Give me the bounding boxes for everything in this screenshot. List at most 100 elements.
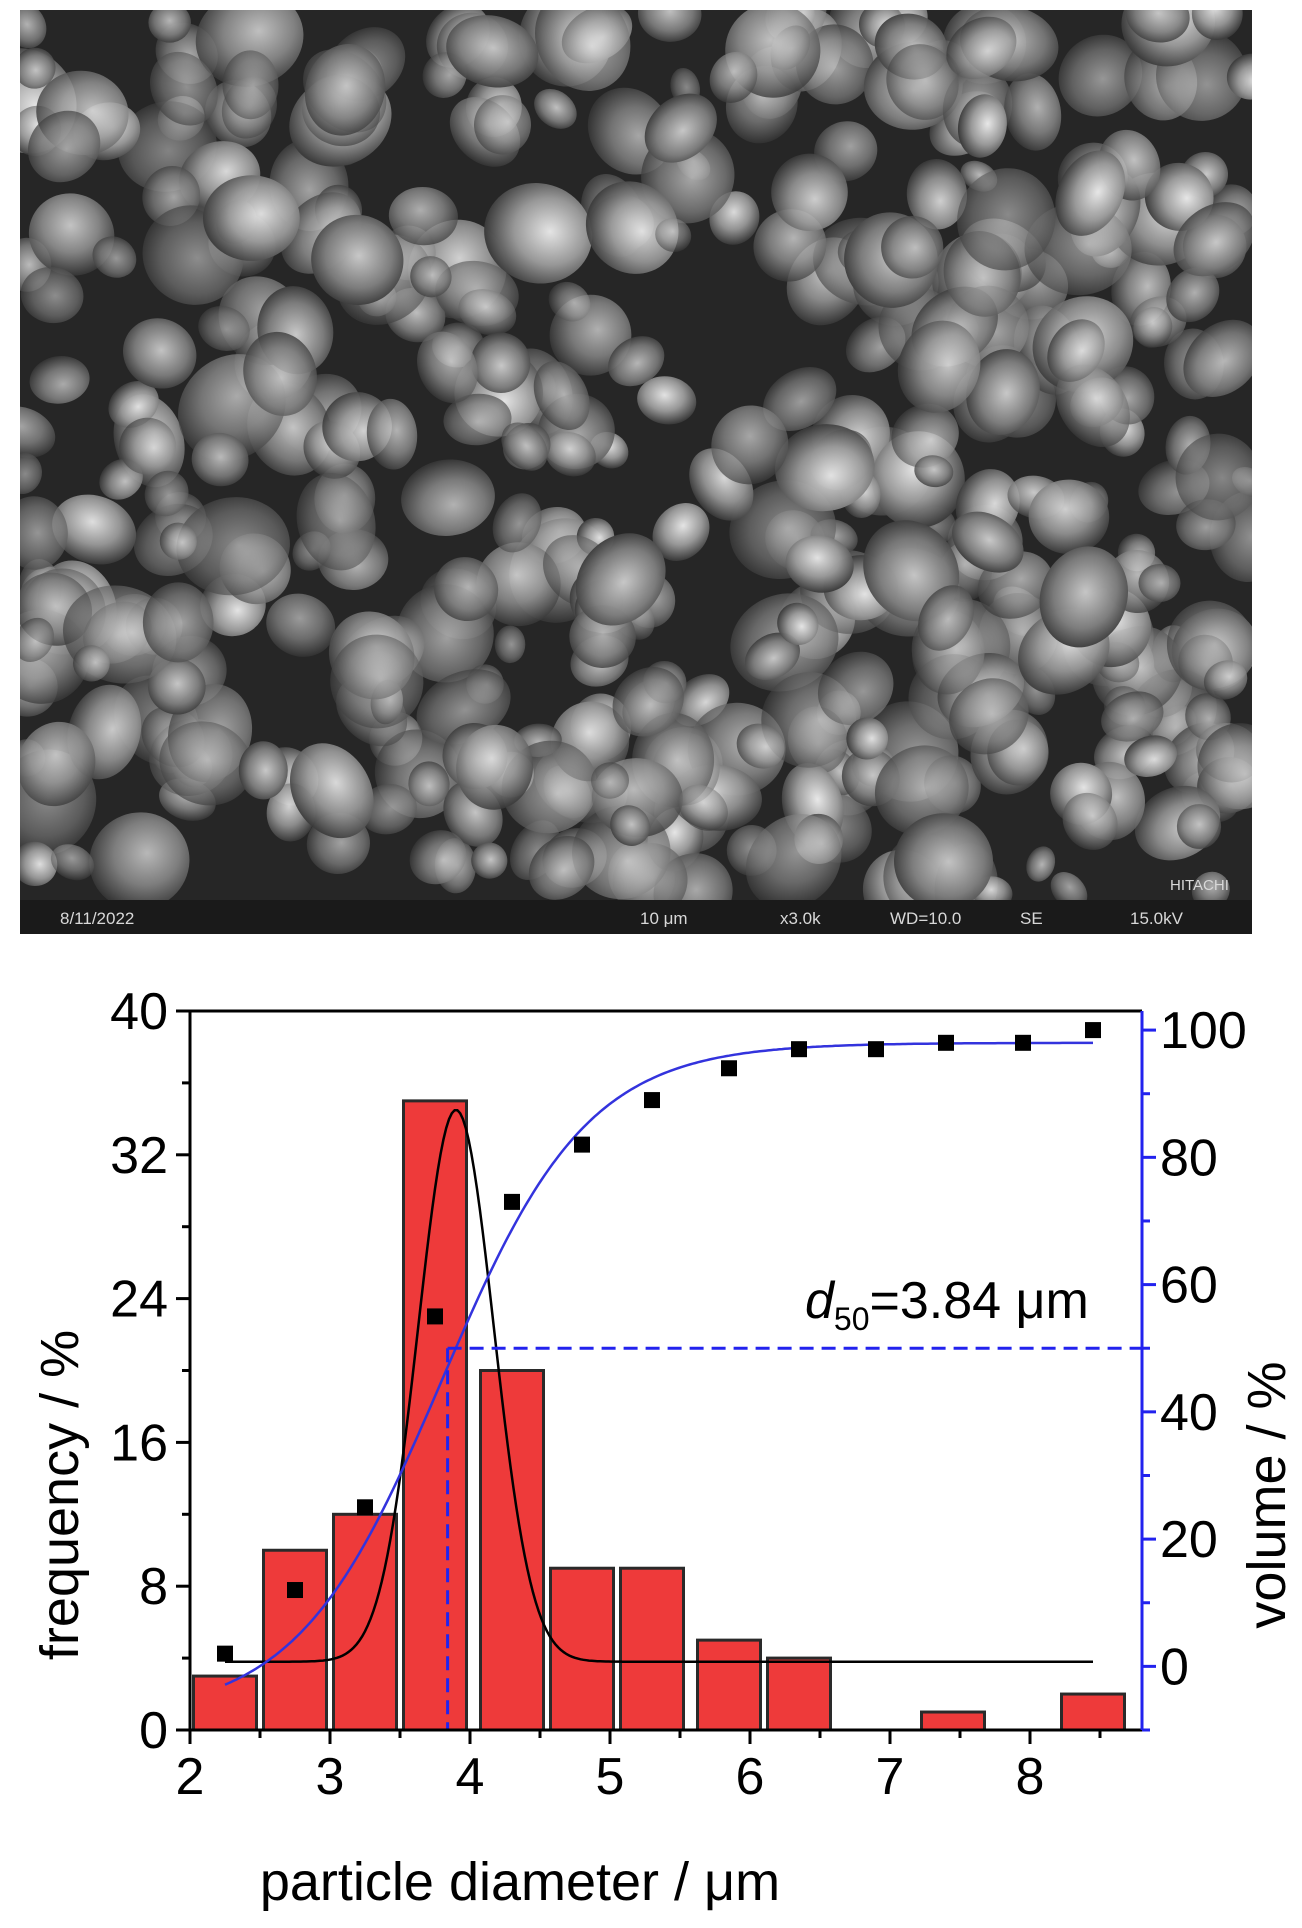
d50-value: =3.84 μm [870, 1272, 1089, 1330]
sem-particle [1176, 804, 1222, 849]
sem-particle [1047, 319, 1105, 382]
sem-particle [456, 724, 534, 810]
sem-particle [195, 10, 304, 87]
sem-particle [957, 94, 1007, 158]
y-tick-label: 32 [110, 1127, 168, 1185]
sem-particle [533, 361, 590, 431]
sem-particle [20, 406, 56, 458]
sem-particle [1175, 433, 1252, 521]
x-axis-label: particle diameter / μm [260, 1852, 780, 1912]
sem-particle [484, 183, 593, 284]
y-tick-label: 8 [139, 1558, 168, 1616]
sem-particle [458, 289, 517, 336]
sem-particle [881, 215, 944, 279]
sem-particle [906, 159, 968, 230]
sem-particle [443, 393, 512, 446]
points-layer [217, 1022, 1101, 1662]
sem-scale: 10 μm [640, 909, 688, 928]
y-axis-right-label: volume / % [1237, 1361, 1297, 1628]
sem-particle [946, 16, 1017, 80]
cumulative-point [287, 1582, 303, 1599]
sem-particle [494, 625, 526, 664]
sem-particle [20, 452, 42, 495]
sem-particle [612, 667, 684, 737]
sem-particle [122, 318, 197, 389]
sem-particle [891, 403, 959, 468]
sem-particle [159, 522, 197, 560]
sem-particle [198, 305, 250, 352]
sem-particle [366, 398, 418, 470]
y-right-tick-label: 100 [1160, 1002, 1247, 1060]
x-tick-label: 6 [736, 1748, 765, 1806]
sem-particle [202, 175, 300, 261]
y-right-tick-label: 40 [1160, 1384, 1218, 1442]
sem-particle [149, 51, 218, 126]
sem-particle [296, 473, 376, 571]
sem-brand: HITACHI [1170, 877, 1229, 894]
sem-particle [304, 44, 386, 136]
sem-micrograph: 8/11/2022 10 μm x3.0k WD=10.0 SE 15.0kV … [20, 10, 1252, 934]
sem-particle [73, 645, 110, 682]
sem-particle [736, 723, 785, 769]
sem-particle [20, 721, 96, 807]
sem-particle [817, 651, 894, 726]
sem-particle [952, 511, 1024, 573]
sem-particle [1226, 53, 1252, 100]
sem-particle [745, 814, 842, 910]
sem-particle [311, 214, 404, 305]
sem-particle [222, 50, 279, 120]
sem-particle [846, 717, 889, 760]
sem-particle [176, 497, 290, 596]
annotation-layer: d50=3.84 μm [805, 1272, 1089, 1337]
sem-particle [159, 721, 253, 806]
sem-image: 8/11/2022 10 μm x3.0k WD=10.0 SE 15.0kV … [20, 10, 1252, 934]
sem-particle [20, 496, 68, 570]
sem-particle [777, 602, 819, 645]
sem-particle [147, 658, 206, 715]
sem-particle [52, 494, 137, 565]
histogram-bar [402, 1099, 468, 1732]
sem-particle [27, 110, 101, 183]
sem-particle [470, 332, 531, 393]
y-tick-label: 24 [110, 1271, 168, 1329]
y-tick-label: 40 [110, 983, 168, 1041]
y-tick-label: 16 [110, 1414, 168, 1472]
sem-particle [119, 417, 177, 475]
sem-particle [785, 535, 854, 593]
cumulative-point [217, 1645, 233, 1662]
bars-layer [192, 1099, 1126, 1732]
sem-particle [20, 617, 54, 662]
cumulative-point [504, 1193, 520, 1210]
sem-particle [655, 218, 692, 253]
x-tick-label: 7 [876, 1748, 905, 1806]
sem-particle [1055, 150, 1126, 236]
sem-particle [534, 10, 631, 91]
sem-particle [1124, 735, 1177, 777]
x-tick-label: 8 [1016, 1748, 1045, 1806]
sem-particle [966, 349, 1040, 435]
sem-particle [1203, 660, 1248, 700]
sem-particle [417, 331, 478, 404]
d50-subscript: 50 [834, 1301, 870, 1337]
sem-particle [775, 424, 875, 512]
d50-symbol: d [805, 1272, 836, 1330]
x-tick-label: 2 [176, 1748, 205, 1806]
sem-particle [408, 761, 450, 807]
sem-particle [266, 593, 336, 657]
sem-particle [401, 459, 495, 536]
sem-particle [289, 743, 374, 839]
sem-particle [1058, 34, 1143, 117]
sem-particle [92, 236, 137, 278]
sem-particle [591, 762, 629, 799]
y-tick-label: 0 [139, 1702, 168, 1760]
cumulative-point [574, 1136, 590, 1153]
sem-particle [492, 493, 542, 553]
sem-particle [610, 805, 650, 846]
sem-particle [476, 542, 561, 627]
sem-particle [410, 256, 452, 298]
sem-particle [243, 331, 317, 416]
sem-magnification: x3.0k [780, 909, 821, 928]
sem-particle [144, 470, 189, 517]
d50-annotation: d50=3.84 μm [805, 1272, 1089, 1337]
sem-particle [20, 47, 56, 89]
